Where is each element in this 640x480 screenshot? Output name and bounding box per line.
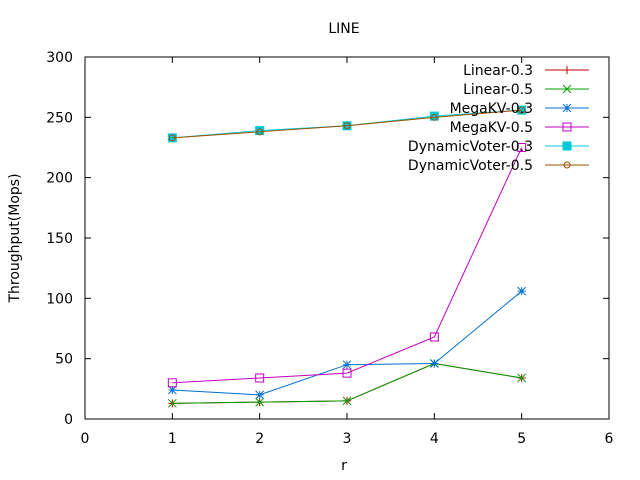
data-point bbox=[518, 106, 526, 114]
series-line bbox=[172, 147, 523, 384]
series-dynamicvoter-0-5 bbox=[168, 106, 526, 142]
legend-marker bbox=[562, 122, 572, 132]
x-tick-label: 3 bbox=[343, 431, 352, 447]
legend-label: MegaKV-0.3 bbox=[450, 101, 533, 117]
x-tick-label: 1 bbox=[168, 431, 177, 447]
legend-marker bbox=[563, 66, 571, 74]
data-point bbox=[517, 373, 527, 383]
series-megakv-0-3 bbox=[167, 286, 527, 400]
y-axis-label: Throughput(Mops) bbox=[7, 173, 23, 303]
y-tick-label: 100 bbox=[46, 291, 73, 307]
series-group bbox=[167, 105, 527, 408]
data-point bbox=[167, 385, 177, 395]
data-point bbox=[168, 134, 176, 142]
y-tick-label: 50 bbox=[55, 352, 73, 368]
legend-item: MegaKV-0.3 bbox=[450, 101, 589, 117]
series-megakv-0-5 bbox=[167, 143, 527, 388]
data-point bbox=[255, 373, 265, 383]
legend-marker bbox=[562, 141, 572, 151]
legend-label: Linear-0.5 bbox=[463, 82, 533, 98]
legend-marker bbox=[563, 161, 571, 169]
y-tick-label: 300 bbox=[46, 50, 73, 66]
data-point bbox=[429, 332, 439, 342]
legend-item: Linear-0.3 bbox=[463, 63, 589, 79]
data-point bbox=[517, 143, 527, 152]
data-point bbox=[255, 397, 265, 407]
legend-label: DynamicVoter-0.3 bbox=[408, 139, 533, 155]
legend-marker bbox=[562, 103, 572, 113]
legend: Linear-0.3 Linear-0.5 MegaKV-0.3 MegaKV-0.5… bbox=[408, 63, 589, 174]
series-line bbox=[172, 290, 522, 396]
axes: 0 50 100 150 200 250 300 0 1 2 3 4 5 6 bbox=[46, 50, 613, 447]
x-tick-label: 4 bbox=[430, 431, 439, 447]
legend-item: DynamicVoter-0.3 bbox=[408, 139, 589, 155]
legend-label: Linear-0.3 bbox=[463, 63, 533, 79]
chart-title: LINE bbox=[328, 21, 359, 37]
data-point bbox=[342, 360, 352, 370]
y-tick-label: 0 bbox=[64, 412, 73, 428]
data-point bbox=[342, 396, 352, 406]
series-line bbox=[172, 109, 522, 139]
legend-label: DynamicVoter-0.5 bbox=[408, 158, 533, 174]
y-tick-label: 250 bbox=[46, 110, 73, 126]
data-point bbox=[167, 378, 177, 388]
x-tick-label: 0 bbox=[81, 431, 90, 447]
data-point bbox=[255, 390, 265, 400]
x-tick-label: 2 bbox=[255, 431, 264, 447]
legend-label: MegaKV-0.5 bbox=[450, 120, 533, 136]
data-point bbox=[517, 286, 527, 296]
legend-item: MegaKV-0.5 bbox=[450, 120, 589, 136]
data-point bbox=[167, 398, 177, 408]
data-point bbox=[429, 359, 439, 368]
x-tick-label: 5 bbox=[517, 431, 526, 447]
x-axis-label: r bbox=[341, 458, 347, 474]
y-tick-label: 200 bbox=[46, 171, 73, 187]
data-point bbox=[430, 113, 438, 121]
data-point bbox=[343, 122, 351, 130]
legend-item: DynamicVoter-0.5 bbox=[408, 158, 589, 174]
y-tick-label: 150 bbox=[46, 231, 73, 247]
legend-item: Linear-0.5 bbox=[463, 82, 589, 98]
legend-marker bbox=[562, 84, 572, 94]
x-tick-label: 6 bbox=[605, 431, 614, 447]
data-point bbox=[342, 368, 352, 378]
data-point bbox=[256, 128, 264, 136]
